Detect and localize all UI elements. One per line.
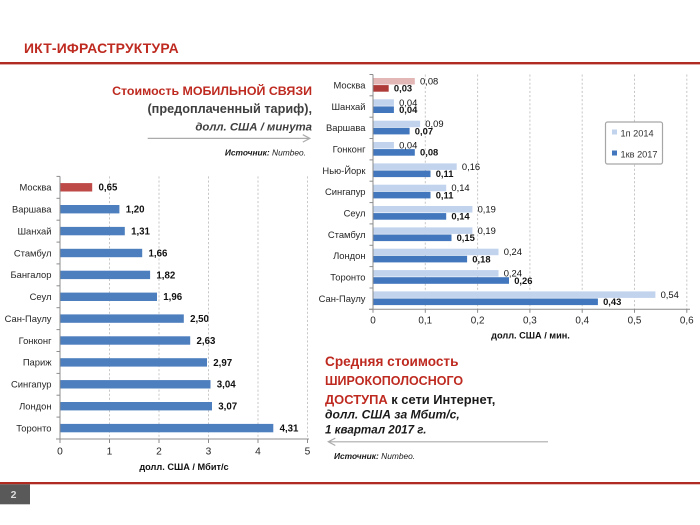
svg-text:0,24: 0,24 [504,268,522,279]
svg-text:Сан-Паулу: Сан-Паулу [5,313,52,324]
svg-text:Шанхай: Шанхай [17,225,51,236]
svg-text:Гонконг: Гонконг [19,335,52,346]
svg-text:0,07: 0,07 [415,125,433,136]
svg-text:Стамбул: Стамбул [14,247,52,258]
svg-text:0,2: 0,2 [471,315,485,326]
svg-text:0,11: 0,11 [436,189,454,200]
svg-text:0,14: 0,14 [451,182,469,193]
svg-text:Лондон: Лондон [19,401,51,412]
svg-text:0,04: 0,04 [399,104,418,115]
svg-text:0,19: 0,19 [478,225,496,236]
svg-text:0,1: 0,1 [418,315,432,326]
svg-text:0,04: 0,04 [399,140,417,151]
svg-text:3: 3 [206,447,212,458]
svg-text:0,24: 0,24 [504,246,522,257]
svg-text:1: 1 [107,447,113,458]
svg-text:долл. США / мин.: долл. США / мин. [491,331,570,341]
svg-text:Источник: Numbeo.: Источник: Numbeo. [334,451,415,461]
svg-text:0,54: 0,54 [661,289,679,300]
svg-text:0,6: 0,6 [680,315,694,326]
svg-text:Сан-Паулу: Сан-Паулу [319,293,366,304]
svg-text:Варшава: Варшава [12,204,52,215]
svg-text:0,11: 0,11 [436,168,454,179]
svg-text:0,3: 0,3 [523,315,537,326]
svg-text:2: 2 [156,447,162,458]
svg-text:1,66: 1,66 [149,248,168,259]
svg-text:0,09: 0,09 [425,118,443,129]
svg-text:0: 0 [370,315,376,326]
svg-text:Средняя стоимость: Средняя стоимость [325,354,458,369]
svg-text:0,65: 0,65 [99,183,118,194]
svg-text:Сингапур: Сингапур [11,379,51,390]
svg-text:Бангалор: Бангалор [11,269,52,280]
svg-text:2: 2 [11,489,17,501]
svg-text:0: 0 [57,447,63,458]
svg-text:3,04: 3,04 [217,380,236,391]
svg-text:долл. США / Мбит/с: долл. США / Мбит/с [139,462,228,472]
svg-text:0,19: 0,19 [478,204,496,215]
svg-text:1п 2014: 1п 2014 [621,129,654,139]
svg-text:Париж: Париж [23,357,52,368]
svg-text:2,50: 2,50 [190,314,209,325]
svg-text:0,43: 0,43 [603,296,621,307]
svg-text:долл. США / минута: долл. США / минута [195,122,312,134]
svg-text:Сеул: Сеул [344,208,366,219]
svg-text:Торонто: Торонто [16,422,51,433]
svg-text:0,03: 0,03 [394,83,412,94]
svg-text:ДОСТУПА к сети Интернет,: ДОСТУПА к сети Интернет, [325,392,495,407]
svg-text:2,63: 2,63 [197,336,216,347]
svg-text:0,08: 0,08 [420,147,438,158]
svg-text:0,15: 0,15 [457,232,475,243]
svg-text:5: 5 [305,447,311,458]
svg-text:0,18: 0,18 [472,253,490,264]
svg-text:1,20: 1,20 [126,205,145,216]
svg-text:Торонто: Торонто [330,272,365,283]
svg-text:Источник: Numbeo.: Источник: Numbeo. [225,148,306,158]
svg-text:Шанхай: Шанхай [331,101,365,112]
svg-text:Москва: Москва [19,182,52,193]
svg-text:Москва: Москва [333,80,366,91]
svg-text:долл. США за Мбит/с,: долл. США за Мбит/с, [325,408,460,422]
svg-text:0,04: 0,04 [399,97,417,108]
svg-text:4,31: 4,31 [280,424,299,435]
svg-text:0,14: 0,14 [451,211,470,222]
svg-text:4: 4 [255,447,261,458]
svg-text:Лондон: Лондон [333,250,365,261]
svg-text:1 квартал 2017 г.: 1 квартал 2017 г. [325,424,427,437]
svg-text:3,07: 3,07 [218,402,237,413]
svg-text:1,31: 1,31 [131,227,150,238]
svg-text:Стоимость МОБИЛЬНОЙ СВЯЗИ: Стоимость МОБИЛЬНОЙ СВЯЗИ [112,83,312,98]
svg-text:1,96: 1,96 [163,292,182,303]
svg-text:1кв 2017: 1кв 2017 [621,150,658,160]
svg-text:Варшава: Варшава [326,122,366,133]
svg-text:2,97: 2,97 [213,358,232,369]
svg-text:0,5: 0,5 [628,315,642,326]
svg-text:(предоплаченный тариф),: (предоплаченный тариф), [147,102,312,116]
svg-text:0,26: 0,26 [514,275,532,286]
svg-text:Нью-Йорк: Нью-Йорк [322,165,366,176]
svg-text:0,08: 0,08 [420,76,438,87]
svg-text:1,82: 1,82 [156,270,175,281]
svg-text:ШИРОКОПОЛОСНОГО: ШИРОКОПОЛОСНОГО [325,374,463,388]
svg-text:Гонконг: Гонконг [333,144,366,155]
svg-text:0,4: 0,4 [575,315,589,326]
svg-text:Сеул: Сеул [30,291,52,302]
svg-text:ИКТ-ИФРАСТРУКТУРА: ИКТ-ИФРАСТРУКТУРА [24,40,179,56]
svg-text:Стамбул: Стамбул [328,229,366,240]
svg-text:Сингапур: Сингапур [325,186,365,197]
svg-text:0,16: 0,16 [462,161,480,172]
